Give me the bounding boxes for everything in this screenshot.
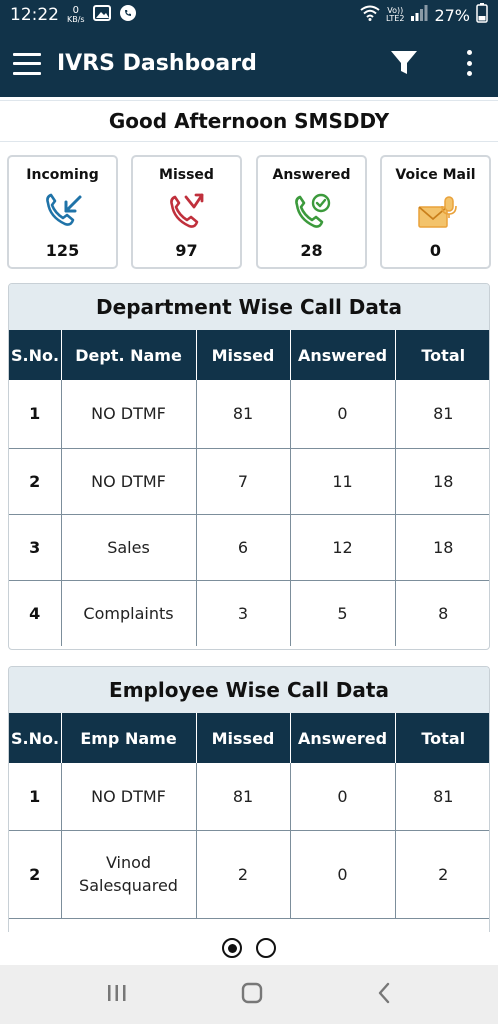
cell-missed: 7 (196, 448, 291, 515)
cell-total: 8 (438, 603, 449, 623)
status-time: 12:22 (10, 5, 59, 25)
cell-answered: 0 (290, 763, 396, 831)
filter-icon[interactable] (390, 50, 418, 80)
card-label: Missed (159, 167, 214, 183)
column-header: Answered (290, 330, 396, 380)
missed-call-icon (170, 193, 204, 228)
table-row[interactable]: 2 NO DTMF 7 11 18 (9, 448, 489, 515)
battery-percent: 27% (434, 5, 470, 25)
table-row[interactable]: 1 NO DTMF 81 0 81 (9, 763, 489, 831)
card-incoming[interactable]: Incoming 125 (7, 155, 118, 269)
whatsapp-icon (119, 4, 137, 27)
cell-answered: 5 (290, 580, 396, 646)
cell-name: NO DTMF (61, 448, 197, 515)
cell-answered: 11 (290, 448, 396, 515)
wifi-icon (360, 5, 380, 26)
cell-total: 2 (395, 830, 489, 919)
incoming-call-icon (46, 193, 82, 226)
network-speed: 0 KB/s (67, 6, 85, 24)
voicemail-icon (418, 196, 457, 228)
status-bar: 12:22 0 KB/s Vo)) LTE2 27% (0, 0, 498, 30)
home-icon[interactable] (241, 982, 263, 1008)
card-label: Incoming (26, 167, 99, 183)
card-missed[interactable]: Missed 97 (131, 155, 242, 269)
cell-sno: 2 (9, 830, 62, 919)
table-row[interactable]: 2 Vinod Salesquared 2 0 2 (9, 830, 489, 919)
cell-name: Complaints (61, 580, 197, 646)
app-title: IVRS Dashboard (57, 51, 257, 76)
answered-call-icon (295, 193, 331, 228)
lte-label: LTE2 (386, 14, 405, 23)
employee-table: S.No. Emp Name Missed Answered Total 1 N… (9, 713, 489, 919)
network-type: Vo)) LTE2 (386, 7, 404, 23)
page-dot-1[interactable] (222, 938, 242, 958)
page-dot-2[interactable] (256, 938, 276, 958)
cell-sno: 3 (9, 514, 62, 581)
cell-sno: 2 (9, 448, 62, 515)
cell-missed: 2 (196, 830, 291, 919)
card-label: Answered (272, 167, 351, 183)
column-header: Answered (290, 713, 396, 763)
image-icon (92, 4, 111, 26)
card-count: 97 (175, 241, 198, 260)
cell-answered: 0 (290, 380, 396, 449)
department-call-data: Department Wise Call Data S.No. Dept. Na… (8, 283, 490, 650)
card-count: 125 (45, 241, 80, 260)
table-row[interactable]: 4 Complaints 3 5 8 (9, 580, 489, 646)
card-voice-mail[interactable]: Voice Mail 0 (380, 155, 491, 269)
column-header: Dept. Name (61, 330, 197, 380)
column-header: Total (395, 330, 489, 380)
employee-call-data: Employee Wise Call Data S.No. Emp Name M… (8, 666, 490, 932)
cell-name: NO DTMF (61, 763, 197, 831)
page-indicator (0, 937, 498, 959)
cell-answered: 12 (290, 514, 396, 581)
table-header-row: S.No. Dept. Name Missed Answered Total (9, 330, 489, 380)
cell-missed: 81 (196, 380, 291, 449)
greeting-banner: Good Afternoon SMSDDY (0, 100, 498, 142)
department-section-title: Department Wise Call Data (9, 284, 489, 330)
back-icon[interactable] (376, 982, 392, 1008)
column-header: Emp Name (61, 713, 197, 763)
cell-missed: 81 (196, 763, 291, 831)
network-speed-unit: KB/s (67, 15, 85, 24)
employee-section-title: Employee Wise Call Data (9, 667, 489, 713)
card-count: 0 (429, 241, 442, 260)
system-nav-bar (0, 965, 498, 1024)
column-header: Missed (196, 713, 291, 763)
cell-name: Sales (61, 514, 197, 581)
card-answered[interactable]: Answered 28 (256, 155, 367, 269)
cell-sno: 1 (9, 380, 62, 449)
cell-missed: 3 (196, 580, 291, 646)
network-speed-value: 0 (72, 5, 79, 16)
cell-total: 18 (395, 514, 489, 581)
table-row[interactable]: 1 NO DTMF 81 0 81 (9, 380, 489, 449)
column-header: Missed (196, 330, 291, 380)
cell-sno: 4 (9, 580, 62, 646)
battery-icon (476, 2, 488, 28)
cell-name: Vinod Salesquared (61, 830, 197, 919)
card-count: 28 (300, 241, 323, 260)
table-row[interactable]: 3 Sales 6 12 18 (9, 514, 489, 581)
department-table: S.No. Dept. Name Missed Answered Total 1… (9, 330, 489, 646)
column-header: Total (395, 713, 489, 763)
signal-icon (410, 4, 428, 26)
menu-icon[interactable] (13, 52, 41, 75)
table-header-row: S.No. Emp Name Missed Answered Total (9, 713, 489, 763)
cell-answered: 0 (290, 830, 396, 919)
cell-total: 81 (395, 380, 489, 449)
summary-cards: Incoming 125 Missed 97 Answered 28 Voice… (0, 155, 498, 269)
cell-total: 18 (395, 448, 489, 515)
cell-name: NO DTMF (61, 380, 197, 449)
recent-apps-icon[interactable] (106, 983, 128, 1007)
column-header: S.No. (9, 330, 62, 380)
more-vert-icon[interactable] (464, 50, 474, 76)
volte-label: Vo)) (387, 6, 404, 15)
cell-sno: 1 (9, 763, 62, 831)
cell-total: 81 (395, 763, 489, 831)
column-header: S.No. (9, 713, 62, 763)
app-bar: IVRS Dashboard (0, 30, 498, 97)
card-label: Voice Mail (395, 167, 476, 183)
cell-missed: 6 (196, 514, 291, 581)
